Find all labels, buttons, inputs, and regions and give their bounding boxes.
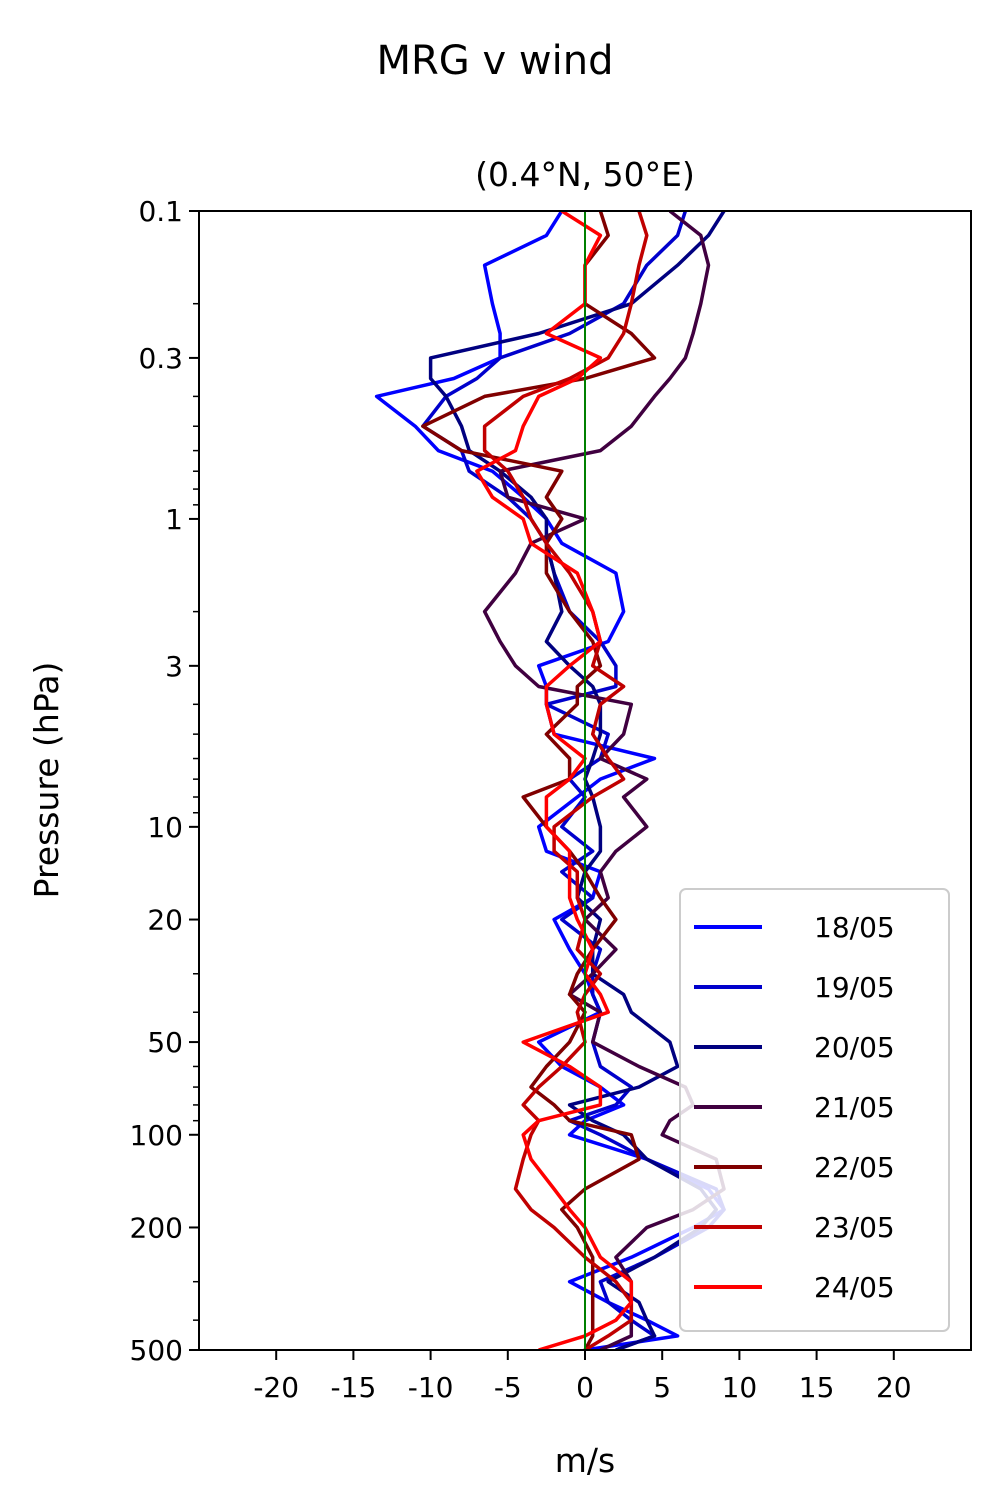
y-tick-label: 1 <box>165 503 183 536</box>
x-tick-label: 5 <box>653 1371 671 1404</box>
y-tick-label: 200 <box>130 1211 183 1244</box>
y-tick-label: 10 <box>147 811 183 844</box>
legend-label: 24/05 <box>814 1271 895 1304</box>
legend-label: 18/05 <box>814 911 895 944</box>
x-tick-label: -15 <box>331 1371 377 1404</box>
y-tick-label: 20 <box>147 904 183 937</box>
x-tick-label: 20 <box>876 1371 912 1404</box>
series-line-6 <box>482 211 649 1350</box>
x-tick-label: -5 <box>494 1371 522 1404</box>
x-tick-label: -20 <box>253 1371 299 1404</box>
x-axis-label: m/s <box>555 1441 615 1480</box>
series-line-1 <box>374 211 726 1350</box>
x-tick-label: 15 <box>799 1371 835 1404</box>
y-tick-label: 500 <box>130 1334 183 1367</box>
legend-box <box>679 888 950 1332</box>
legend: 18/05 19/05 20/05 21/05 22/05 23/05 24/05 <box>679 888 950 1332</box>
axis-ticks: -20 -15 -10 -5 0 5 10 15 20 0.1 0.3 1 3 10 20 50 100 200 5… <box>130 195 912 1404</box>
y-axis-label: Pressure (hPa) <box>27 662 66 899</box>
x-tick-label: 0 <box>576 1371 594 1404</box>
x-tick-label: 10 <box>722 1371 758 1404</box>
legend-label: 23/05 <box>814 1211 895 1244</box>
plot-area <box>374 211 726 1350</box>
y-tick-label: 100 <box>130 1119 183 1152</box>
chart-subtitle: (0.4°N, 50°E) <box>475 155 695 194</box>
y-tick-label: 50 <box>147 1026 183 1059</box>
chart-title: MRG v wind <box>377 38 614 84</box>
y-tick-label: 0.3 <box>138 342 183 375</box>
legend-label: 19/05 <box>814 971 895 1004</box>
legend-label: 22/05 <box>814 1151 895 1184</box>
x-tick-label: -10 <box>408 1371 454 1404</box>
y-tick-label: 3 <box>165 650 183 683</box>
legend-label: 20/05 <box>814 1031 895 1064</box>
y-tick-label: 0.1 <box>138 195 183 228</box>
series-line-7 <box>475 211 634 1350</box>
legend-label: 21/05 <box>814 1091 895 1124</box>
